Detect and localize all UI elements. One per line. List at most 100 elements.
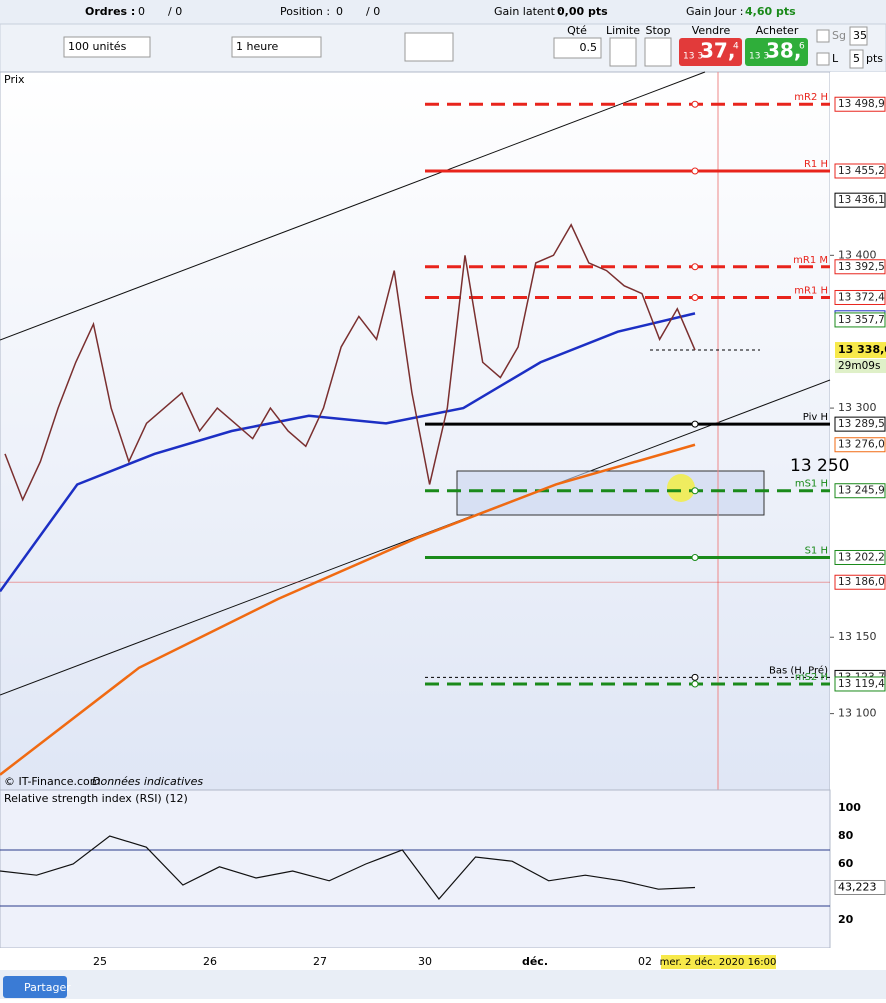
price-part: 37, <box>700 39 735 63</box>
price-tag-label: 13 186,0 <box>838 576 885 588</box>
x-tick-label: 02 <box>638 955 652 968</box>
x-tick-label: 30 <box>418 955 432 968</box>
stop-button[interactable] <box>644 37 672 67</box>
value: / 0 <box>366 5 380 18</box>
y-tick-label: 13 400 <box>838 248 877 261</box>
level-tag <box>834 549 886 565</box>
checkbox[interactable] <box>816 52 830 66</box>
rsi-tag <box>834 879 886 895</box>
value: 35 <box>853 29 867 42</box>
level-handle <box>691 487 699 495</box>
buy-button[interactable] <box>745 38 808 66</box>
highlight-dot <box>667 474 695 502</box>
level-handle <box>691 167 699 175</box>
x-tick-label: 26 <box>203 955 217 968</box>
price-tag-label: 13 357,7 <box>838 314 885 326</box>
level-name: Bas (H, Pré) <box>769 664 828 676</box>
rsi-tick-label: 20 <box>838 913 854 926</box>
rsi-line <box>0 835 696 900</box>
rsi-title: Relative strength index (RSI) (12) <box>4 792 188 805</box>
level-label: 13 392,5 <box>838 261 885 273</box>
level-name: S1 H <box>805 545 828 556</box>
x-tick-label: 25 <box>93 955 107 968</box>
annotation: 13 250 <box>790 456 849 476</box>
select[interactable] <box>231 36 322 58</box>
credit: © IT-Finance.com <box>4 775 101 788</box>
price-part: 13 3 <box>683 52 703 62</box>
price-tag <box>834 312 886 328</box>
label: Position : <box>280 5 330 18</box>
label: Gain latent : <box>494 5 562 18</box>
price-tag <box>834 437 886 453</box>
x-tick-label: déc. <box>522 955 548 968</box>
label: Gain Jour : <box>686 5 743 18</box>
price-line <box>4 223 696 502</box>
select[interactable] <box>63 36 151 58</box>
y-tick-label: 13 300 <box>838 401 877 414</box>
level-tag <box>834 163 886 179</box>
level-tag <box>834 416 886 432</box>
ma-short <box>0 312 696 593</box>
current-label: 13 338,0 <box>838 343 886 356</box>
level-handle <box>691 420 699 428</box>
level-handle <box>691 680 699 688</box>
level-name: mR2 H <box>794 92 828 103</box>
highlight-box <box>456 470 765 516</box>
level-handle <box>691 293 699 301</box>
level-tag <box>834 96 886 112</box>
rsi-tick-label: 80 <box>838 829 854 842</box>
channel-line <box>0 71 706 341</box>
level-name: R1 H <box>804 159 828 170</box>
value: 5 <box>853 52 860 65</box>
level-tag <box>834 676 886 692</box>
limit-button[interactable] <box>609 37 637 67</box>
current-tag <box>835 342 886 359</box>
qty-value: 0.5 <box>580 41 598 54</box>
price-axis <box>830 72 886 948</box>
timer: 29m09s <box>838 360 880 372</box>
value: 4,60 pts <box>745 5 796 18</box>
unit: pts <box>866 52 883 65</box>
checkbox[interactable] <box>816 29 830 43</box>
value: / 0 <box>168 5 182 18</box>
level-handle <box>691 100 699 108</box>
x-tick-label: 27 <box>313 955 327 968</box>
top-bar <box>0 0 886 24</box>
level-label: 13 372,4 <box>838 291 885 303</box>
input[interactable] <box>849 26 868 46</box>
ma-long <box>0 443 696 776</box>
level-label: 13 202,2 <box>838 551 885 563</box>
level-label: 13 455,2 <box>838 165 885 177</box>
level-name: Piv H <box>803 412 828 423</box>
bottom-bar <box>0 970 886 999</box>
level-tag <box>834 483 886 499</box>
level-label: 13 498,9 <box>838 98 885 110</box>
cursor-label: mer. 2 déc. 2020 16:00 <box>660 956 777 968</box>
rsi-value-label: 43,223 <box>838 880 877 893</box>
cursor-tag <box>661 955 776 969</box>
y-tick-label: 13 150 <box>838 630 877 643</box>
share-button[interactable] <box>3 976 67 998</box>
label: Vendre <box>692 24 731 37</box>
timer-tag <box>835 359 886 374</box>
price-part: 13 3 <box>749 52 769 62</box>
value: 0 <box>336 5 343 18</box>
sell-button[interactable] <box>679 38 742 66</box>
input[interactable] <box>849 49 864 69</box>
level-name: mS2 H <box>795 672 828 683</box>
level-handle <box>691 673 699 681</box>
label: Qté <box>567 24 587 37</box>
level-label: 13 245,9 <box>838 485 885 497</box>
label: L <box>832 52 839 65</box>
level-handle <box>691 263 699 271</box>
label: Sg <box>832 29 846 42</box>
level-label: 13 119,4 <box>838 678 885 690</box>
qty-input[interactable] <box>553 37 602 59</box>
select-text: 1 heure <box>236 40 278 53</box>
price-part: 38, <box>766 39 801 63</box>
level-name: mR1 H <box>794 285 828 296</box>
price-tag <box>834 192 886 208</box>
indicator-button[interactable] <box>404 32 454 62</box>
y-tick-label: 13 100 <box>838 707 877 720</box>
